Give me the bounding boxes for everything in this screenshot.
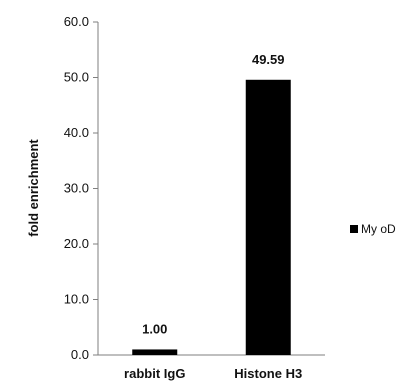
y-axis-title: fold enrichment — [26, 139, 41, 237]
y-tick-label: 60.0 — [64, 14, 89, 29]
y-axis-ticks: 0.0 10.0 20.0 30.0 40.0 50.0 60.0 — [64, 14, 98, 362]
x-category-label: rabbit IgG — [124, 366, 185, 381]
y-tick-label: 30.0 — [64, 181, 89, 196]
y-tick-label: 10.0 — [64, 292, 89, 307]
x-axis-labels: rabbit IgG Histone H3 — [124, 366, 302, 381]
bar — [245, 79, 291, 355]
bars-group: 1.00 49.59 — [132, 52, 291, 355]
data-label: 1.00 — [142, 321, 167, 336]
data-label: 49.59 — [252, 52, 285, 67]
bar — [132, 349, 178, 355]
legend-swatch — [350, 225, 358, 233]
y-tick-label: 40.0 — [64, 125, 89, 140]
y-tick-label: 0.0 — [71, 347, 89, 362]
y-tick-label: 50.0 — [64, 70, 89, 85]
x-category-label: Histone H3 — [234, 366, 302, 381]
y-tick-label: 20.0 — [64, 236, 89, 251]
legend-label: My oD — [361, 222, 396, 236]
